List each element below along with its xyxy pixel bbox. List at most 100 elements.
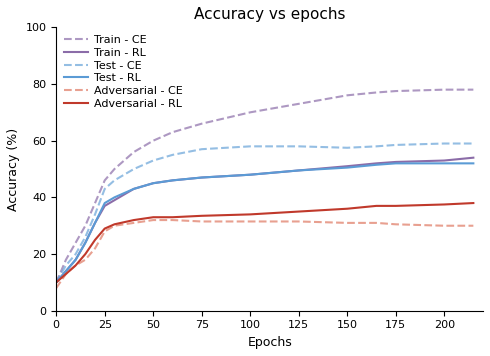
Adversarial - CE bbox=[131, 221, 137, 225]
Test - CE bbox=[470, 141, 476, 146]
Train - RL bbox=[470, 156, 476, 160]
Train - RL bbox=[150, 181, 156, 185]
Test - CE bbox=[112, 178, 118, 183]
Test - RL bbox=[73, 258, 78, 262]
Train - RL bbox=[393, 160, 399, 164]
Line: Train - CE: Train - CE bbox=[56, 90, 473, 282]
Test - CE bbox=[296, 144, 302, 148]
Test - RL bbox=[393, 161, 399, 166]
Adversarial - CE bbox=[53, 286, 59, 290]
Legend: Train - CE, Train - RL, Test - CE, Test - RL, Adversarial - CE, Adversarial - RL: Train - CE, Train - RL, Test - CE, Test … bbox=[62, 33, 185, 111]
Train - CE bbox=[63, 258, 69, 262]
Line: Adversarial - RL: Adversarial - RL bbox=[56, 203, 473, 282]
Test - CE bbox=[92, 212, 98, 216]
Train - CE bbox=[112, 167, 118, 171]
Train - RL bbox=[296, 168, 302, 173]
Train - RL bbox=[112, 198, 118, 202]
Train - RL bbox=[199, 176, 205, 180]
Test - CE bbox=[247, 144, 253, 148]
Adversarial - CE bbox=[102, 229, 108, 234]
Train - RL bbox=[247, 173, 253, 177]
Adversarial - RL bbox=[53, 280, 59, 284]
Train - CE bbox=[102, 178, 108, 183]
Test - CE bbox=[73, 252, 78, 256]
Test - CE bbox=[441, 141, 447, 146]
Adversarial - CE bbox=[296, 219, 302, 224]
Test - CE bbox=[131, 167, 137, 171]
Test - CE bbox=[344, 146, 350, 150]
Train - CE bbox=[393, 89, 399, 93]
Adversarial - CE bbox=[82, 258, 88, 262]
Test - RL bbox=[470, 161, 476, 166]
Line: Test - RL: Test - RL bbox=[56, 163, 473, 282]
X-axis label: Epochs: Epochs bbox=[247, 336, 292, 349]
Adversarial - RL bbox=[393, 204, 399, 208]
Test - CE bbox=[102, 187, 108, 191]
Train - CE bbox=[470, 88, 476, 92]
Line: Train - RL: Train - RL bbox=[56, 158, 473, 282]
Train - RL bbox=[441, 158, 447, 163]
Adversarial - CE bbox=[247, 219, 253, 224]
Adversarial - RL bbox=[199, 214, 205, 218]
Test - RL bbox=[247, 173, 253, 177]
Test - CE bbox=[373, 144, 379, 148]
Adversarial - RL bbox=[131, 218, 137, 222]
Title: Accuracy vs epochs: Accuracy vs epochs bbox=[194, 7, 345, 22]
Test - CE bbox=[199, 147, 205, 151]
Train - CE bbox=[373, 90, 379, 95]
Train - CE bbox=[92, 201, 98, 205]
Adversarial - RL bbox=[112, 222, 118, 226]
Test - RL bbox=[131, 187, 137, 191]
Line: Test - CE: Test - CE bbox=[56, 143, 473, 282]
Adversarial - RL bbox=[82, 252, 88, 256]
Adversarial - CE bbox=[92, 246, 98, 251]
Train - CE bbox=[247, 110, 253, 115]
Train - RL bbox=[63, 269, 69, 273]
Test - CE bbox=[393, 143, 399, 147]
Train - CE bbox=[73, 241, 78, 245]
Train - RL bbox=[53, 280, 59, 284]
Adversarial - RL bbox=[344, 206, 350, 211]
Adversarial - CE bbox=[441, 224, 447, 228]
Test - RL bbox=[199, 176, 205, 180]
Adversarial - RL bbox=[170, 215, 175, 219]
Train - RL bbox=[92, 221, 98, 225]
Train - CE bbox=[199, 121, 205, 126]
Test - CE bbox=[82, 235, 88, 239]
Test - RL bbox=[102, 201, 108, 205]
Test - CE bbox=[63, 263, 69, 268]
Adversarial - CE bbox=[73, 263, 78, 268]
Adversarial - CE bbox=[344, 221, 350, 225]
Test - RL bbox=[92, 221, 98, 225]
Adversarial - RL bbox=[73, 263, 78, 268]
Adversarial - CE bbox=[373, 221, 379, 225]
Test - RL bbox=[82, 241, 88, 245]
Test - CE bbox=[170, 153, 175, 157]
Adversarial - RL bbox=[247, 212, 253, 216]
Adversarial - CE bbox=[112, 224, 118, 228]
Line: Adversarial - CE: Adversarial - CE bbox=[56, 220, 473, 288]
Test - RL bbox=[53, 280, 59, 284]
Train - RL bbox=[73, 258, 78, 262]
Train - CE bbox=[344, 93, 350, 98]
Train - CE bbox=[150, 138, 156, 143]
Train - RL bbox=[170, 178, 175, 183]
Adversarial - RL bbox=[373, 204, 379, 208]
Train - CE bbox=[53, 280, 59, 284]
Adversarial - RL bbox=[102, 226, 108, 231]
Adversarial - RL bbox=[441, 202, 447, 206]
Train - RL bbox=[102, 204, 108, 208]
Train - CE bbox=[82, 224, 88, 228]
Test - RL bbox=[441, 161, 447, 166]
Train - CE bbox=[131, 150, 137, 154]
Train - CE bbox=[441, 88, 447, 92]
Adversarial - RL bbox=[92, 238, 98, 242]
Test - RL bbox=[112, 195, 118, 199]
Adversarial - CE bbox=[470, 224, 476, 228]
Test - RL bbox=[63, 269, 69, 273]
Train - CE bbox=[296, 102, 302, 106]
Adversarial - RL bbox=[150, 215, 156, 219]
Adversarial - RL bbox=[296, 209, 302, 214]
Adversarial - CE bbox=[63, 272, 69, 276]
Test - RL bbox=[373, 163, 379, 167]
